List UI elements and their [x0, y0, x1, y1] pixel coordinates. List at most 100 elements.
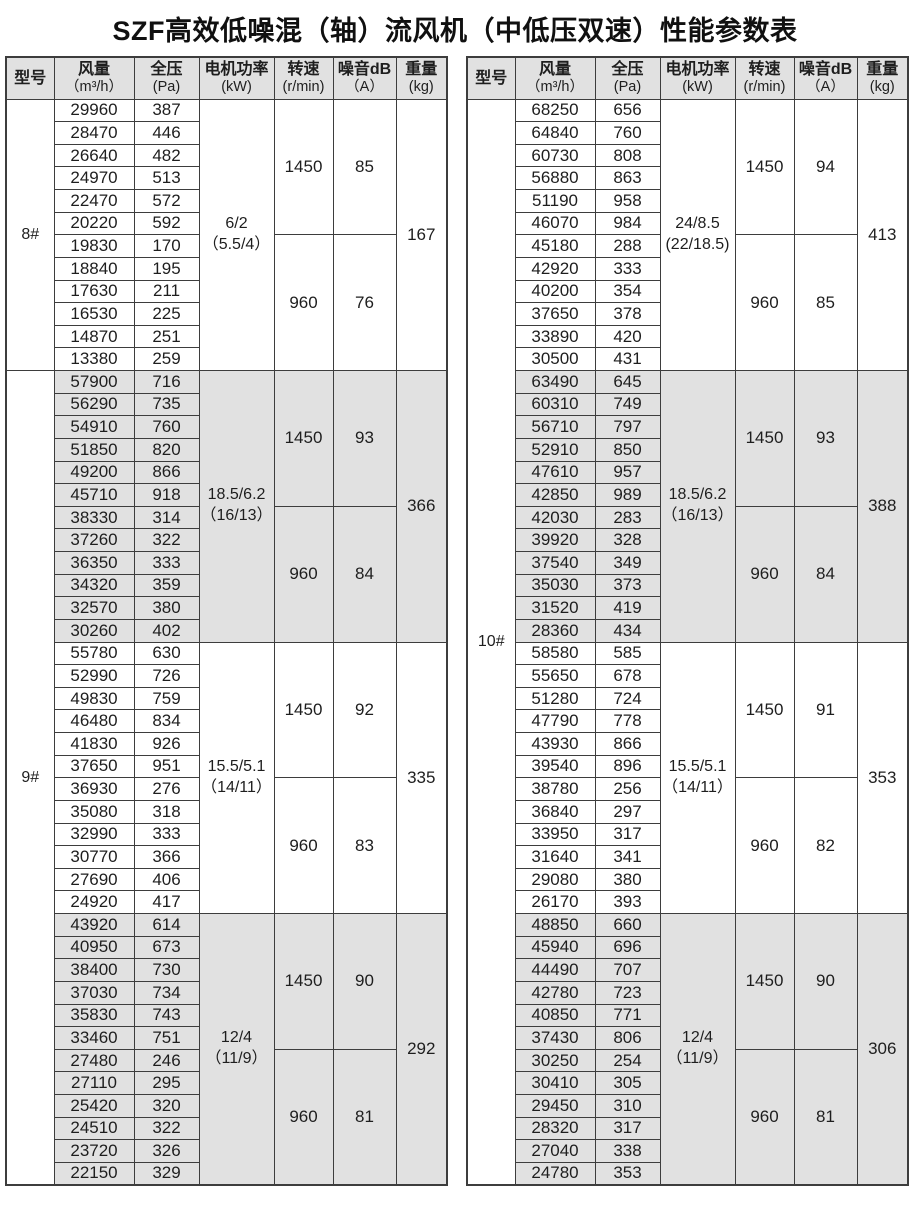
pressure-cell: 866: [133, 460, 200, 485]
pressure-cell: 353: [594, 1161, 661, 1186]
flow-cell: 64840: [514, 121, 596, 145]
flow-cell: 49200: [53, 460, 135, 485]
pressure-cell: 749: [594, 392, 661, 417]
motor-power-alt-value: （5.5/4）: [202, 235, 271, 253]
noise-cell: 83: [332, 777, 397, 914]
pressure-cell: 958: [594, 189, 661, 213]
flow-cell: 56710: [514, 415, 596, 439]
pressure-cell: 926: [133, 732, 200, 756]
speed-cell: 960: [734, 1048, 795, 1186]
flow-cell: 58580: [514, 641, 596, 666]
flow-cell: 49830: [53, 686, 135, 711]
pressure-cell: 951: [133, 754, 200, 779]
flow-cell: 47790: [514, 709, 596, 733]
pressure-cell: 322: [133, 528, 200, 552]
flow-cell: 37650: [53, 754, 135, 779]
motor-power-value: 15.5/5.1: [668, 757, 727, 775]
flow-cell: 28470: [53, 121, 135, 145]
pressure-cell: 760: [594, 121, 661, 145]
header-cell-model: 型号: [5, 56, 55, 100]
pressure-cell: 771: [594, 1003, 661, 1028]
noise-cell: 76: [332, 234, 397, 371]
flow-cell: 51280: [514, 686, 596, 711]
pressure-cell: 341: [594, 845, 661, 869]
speed-cell: 1450: [273, 98, 334, 236]
pressure-cell: 673: [133, 935, 200, 960]
flow-cell: 27690: [53, 867, 135, 892]
flow-cell: 44490: [514, 958, 596, 982]
flow-cell: 41830: [53, 732, 135, 756]
flow-cell: 24780: [514, 1161, 596, 1186]
flow-cell: 38400: [53, 958, 135, 982]
flow-cell: 30410: [514, 1071, 596, 1095]
motor-power-cell: 15.5/5.1 （14/11）: [659, 641, 736, 914]
speed-cell: 960: [273, 234, 334, 371]
pressure-cell: 211: [133, 279, 200, 304]
pressure-cell: 378: [594, 302, 661, 326]
motor-power-value: 24/8.5: [675, 214, 720, 232]
speed-cell: 1450: [734, 913, 795, 1050]
weight-cell: 306: [856, 913, 909, 1186]
noise-cell: 94: [793, 98, 858, 236]
pressure-cell: 380: [594, 867, 661, 892]
pressure-cell: 387: [133, 98, 200, 123]
pressure-cell: 420: [594, 324, 661, 349]
flow-cell: 56290: [53, 392, 135, 417]
flow-cell: 56880: [514, 166, 596, 190]
flow-cell: 29080: [514, 867, 596, 892]
pressure-cell: 246: [133, 1048, 200, 1073]
flow-cell: 22150: [53, 1161, 135, 1186]
flow-cell: 42030: [514, 505, 596, 530]
flow-cell: 42780: [514, 980, 596, 1005]
flow-cell: 47610: [514, 460, 596, 485]
header-cell-weight: 重量 (kg): [395, 56, 448, 100]
header-label: 转速: [287, 60, 320, 78]
pressure-cell: 225: [133, 302, 200, 326]
pressure-cell: 317: [594, 1116, 661, 1141]
pressure-cell: 297: [594, 799, 661, 824]
flow-cell: 36840: [514, 799, 596, 824]
pressure-cell: 989: [594, 483, 661, 507]
pressure-cell: 195: [133, 256, 200, 281]
flow-cell: 43930: [514, 732, 596, 756]
noise-cell: 90: [332, 913, 397, 1050]
speed-cell: 960: [273, 777, 334, 914]
pressure-cell: 393: [594, 890, 661, 914]
speed-cell: 1450: [273, 913, 334, 1050]
pressure-cell: 834: [133, 709, 200, 733]
motor-power-cell: 18.5/6.2 （16/13）: [659, 370, 736, 643]
pressure-cell: 866: [594, 732, 661, 756]
flow-cell: 32990: [53, 822, 135, 847]
speed-cell: 960: [734, 505, 795, 643]
flow-cell: 31520: [514, 596, 596, 620]
pressure-cell: 778: [594, 709, 661, 733]
header-cell-flow: 风量 （m³/h）: [514, 56, 596, 100]
flow-cell: 35080: [53, 799, 135, 824]
weight-cell: 353: [856, 641, 909, 914]
pressure-cell: 366: [133, 845, 200, 869]
noise-cell: 84: [332, 505, 397, 643]
pressure-cell: 373: [594, 573, 661, 598]
header-cell-pressure: 全压 (Pa): [133, 56, 200, 100]
speed-cell: 1450: [273, 641, 334, 779]
header-label: 重量: [405, 60, 438, 78]
flow-cell: 18840: [53, 256, 135, 281]
pressure-cell: 402: [133, 618, 200, 643]
motor-power-value: 12/4: [681, 1029, 714, 1047]
flow-cell: 24920: [53, 890, 135, 914]
flow-cell: 40850: [514, 1003, 596, 1028]
model-cell: 10#: [466, 98, 516, 1186]
pressure-cell: 645: [594, 370, 661, 394]
pressure-cell: 322: [133, 1116, 200, 1141]
motor-power-value: 12/4: [220, 1029, 253, 1047]
flow-cell: 37260: [53, 528, 135, 552]
flow-cell: 42850: [514, 483, 596, 507]
header-unit: （A）: [345, 79, 384, 96]
motor-power-value: 6/2: [225, 214, 248, 232]
flow-cell: 45940: [514, 935, 596, 960]
motor-power-alt-value: （16/13）: [661, 507, 734, 525]
weight-cell: 292: [395, 913, 448, 1186]
flow-cell: 26640: [53, 143, 135, 168]
pressure-cell: 349: [594, 551, 661, 575]
pressure-cell: 305: [594, 1071, 661, 1095]
